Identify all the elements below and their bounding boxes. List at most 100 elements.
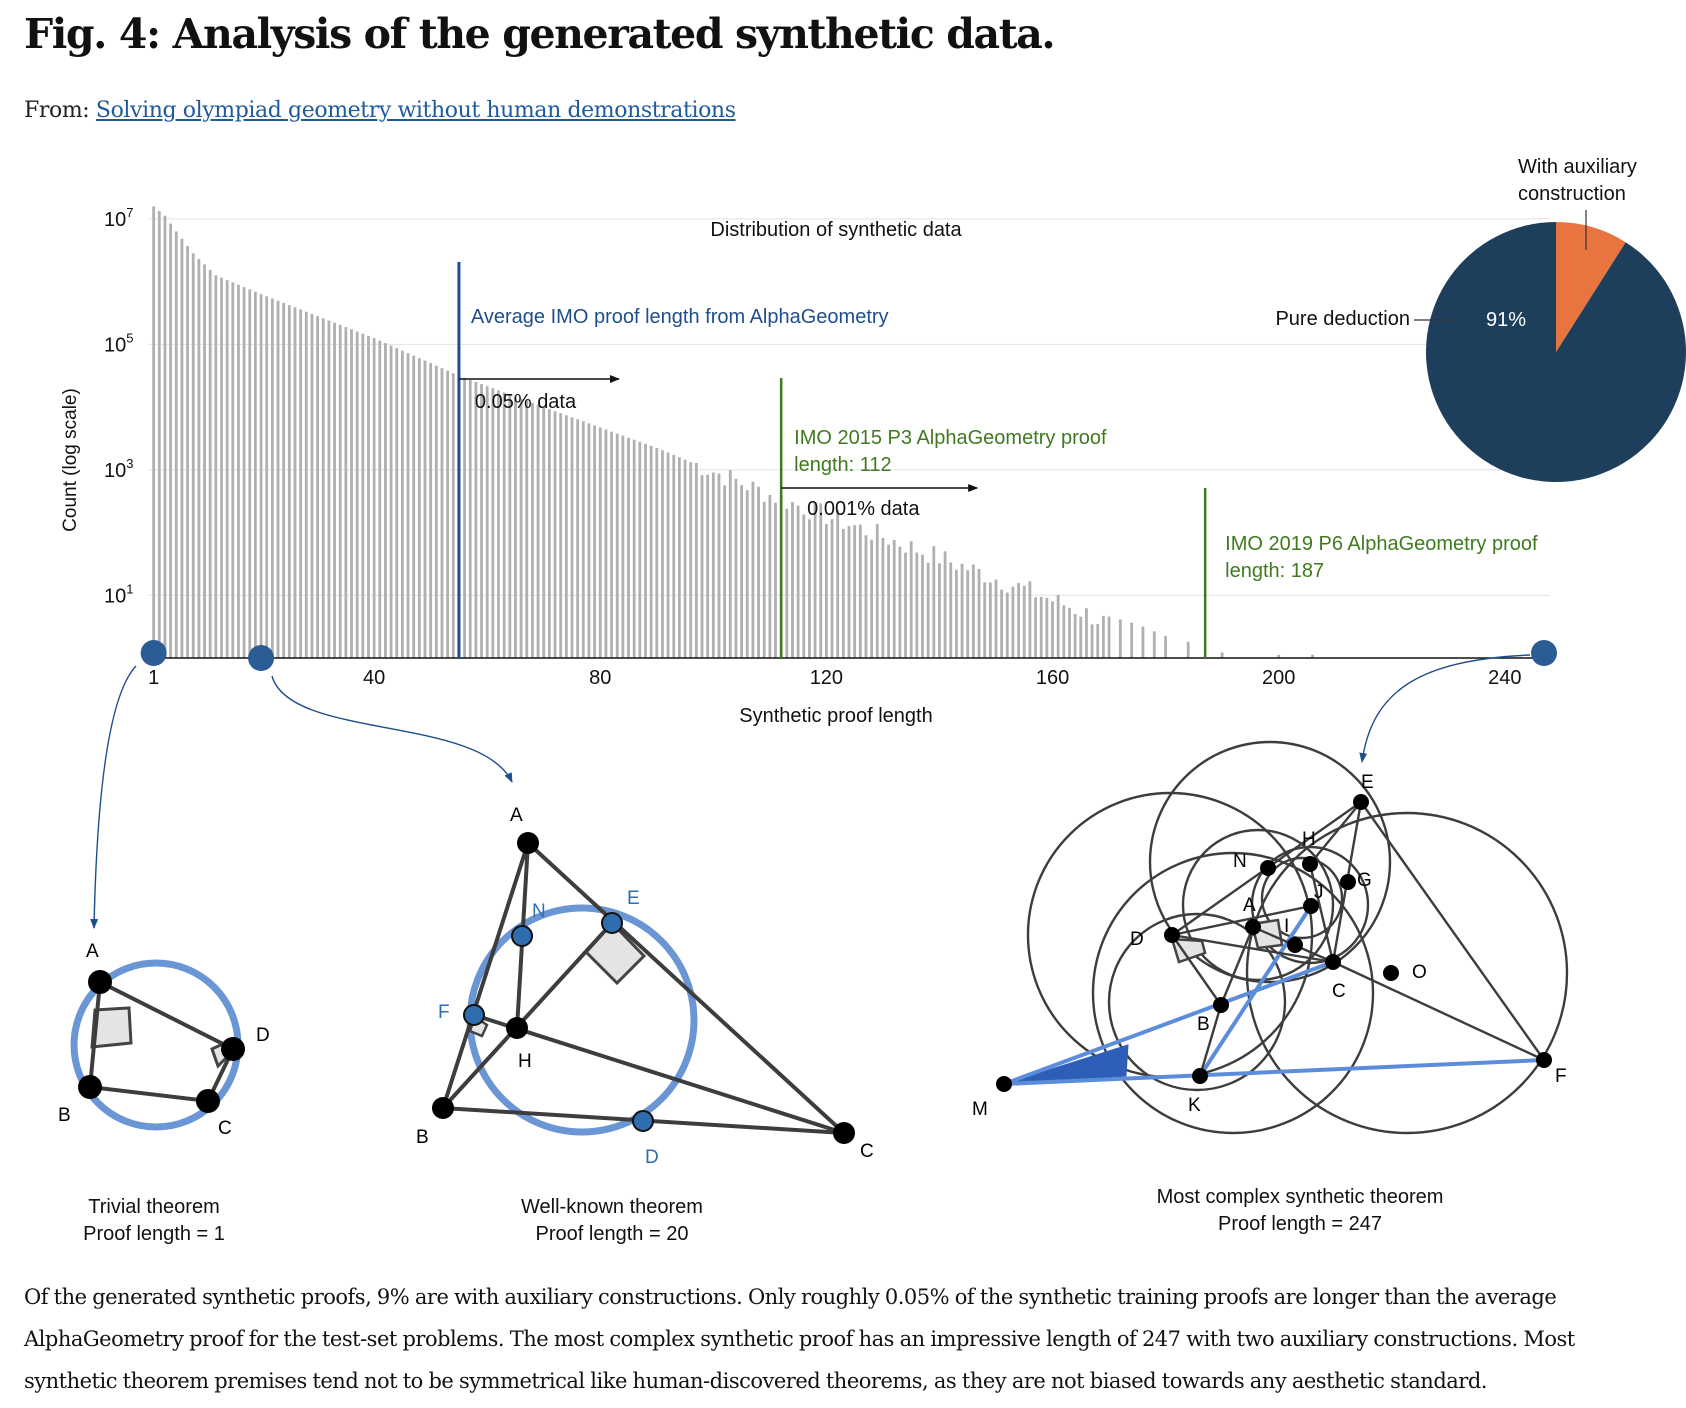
bar [875,523,879,658]
cx-point-j [1303,898,1319,914]
altitude-from-c [473,1013,845,1135]
complex-line-cf [1332,960,1545,1062]
example-most-complex-theorem: E H N G J A I D C O B K M F Most complex… [972,740,1569,1235]
cx-point-a [1245,919,1261,935]
bar [519,398,523,658]
cx-point-d [1164,927,1180,943]
bar [858,524,862,658]
bar [983,582,987,658]
bar [830,519,834,658]
bar [350,329,353,658]
bar [463,377,466,658]
bar [186,246,189,658]
trivial-point-c [196,1089,220,1113]
from-label: From: [24,98,90,123]
bar [157,211,161,658]
y-axis-label: Count (log scale) [60,388,81,532]
bar [321,318,325,658]
cx-label-j: J [1314,882,1324,903]
bar [559,413,563,658]
complex-circle-6 [1181,828,1335,982]
bar [1277,654,1281,658]
bar [367,335,370,658]
wk-label-n: N [532,901,546,922]
bar [220,277,223,658]
bar [355,331,359,658]
bar [632,439,636,658]
bar [581,421,585,658]
bar [531,402,534,658]
example-marker-most-complex[interactable] [1531,640,1557,666]
example-marker-well-known[interactable] [248,645,275,671]
bar [955,569,958,658]
bar [751,481,755,658]
example-marker-trivial[interactable] [140,640,167,666]
blue-line-mc [1003,960,1334,1086]
bar [689,462,693,658]
bar [610,431,613,658]
bar [299,309,303,658]
nine-point-circle [466,904,698,1136]
bar [497,390,500,658]
bar [1022,585,1026,658]
bar [644,443,647,658]
bar [400,350,404,658]
bar [615,433,619,658]
altitude-from-b [441,921,614,1110]
bar [1096,624,1100,658]
bar [774,502,777,658]
cx-point-m [996,1076,1012,1092]
triangle-abc [440,839,850,1136]
bar [841,528,845,658]
wk-point-n [511,925,533,947]
pie-label-aux-line2: construction [1518,183,1626,205]
trivial-subtitle: Proof length = 1 [83,1223,225,1245]
bar [757,486,760,658]
bar [678,457,681,658]
bar [214,275,218,658]
bar [576,419,580,658]
cx-label-h: H [1302,829,1316,850]
trivial-label-d: D [256,1025,270,1046]
bar [423,360,427,658]
bar [536,404,540,658]
complex-line-db [1171,934,1222,1006]
bar [621,435,625,658]
cx-label-d: D [1130,929,1144,950]
bar [191,253,195,658]
x-tick-label: 80 [589,667,611,689]
x-axis-label: Synthetic proof length [739,705,932,727]
example-trivial-theorem: A B C D Trivial theorem Proof length = 1 [58,941,270,1245]
x-tick-label: 120 [810,667,843,689]
bar [248,289,252,658]
bar [943,551,947,658]
bar [847,525,851,658]
bar [180,238,184,658]
cx-point-k [1192,1068,1208,1084]
bar [1039,596,1043,658]
bar [802,514,806,658]
bar [836,509,840,658]
source-article-link[interactable]: Solving olympiad geometry without human … [95,98,736,123]
bar [570,417,574,658]
bar [728,470,732,658]
complex-line-dc [1171,933,1334,964]
bar [378,340,382,658]
cx-point-g [1340,874,1356,890]
bar [1034,597,1037,658]
cx-point-h [1302,856,1318,872]
x-tick-labels: 1 40 80 120 160 200 240 [148,667,1521,689]
bar [276,300,280,658]
bar [864,535,868,658]
bar [638,441,642,658]
bar [672,454,676,658]
cx-title: Most complex synthetic theorem [1157,1186,1444,1208]
bar [898,546,902,658]
bar [661,450,664,658]
complex-line-dj [1171,904,1312,937]
chart-title: Distribution of synthetic data [710,219,962,241]
bar [361,333,365,658]
cx-label-c: C [1332,981,1346,1002]
bar [649,445,653,658]
